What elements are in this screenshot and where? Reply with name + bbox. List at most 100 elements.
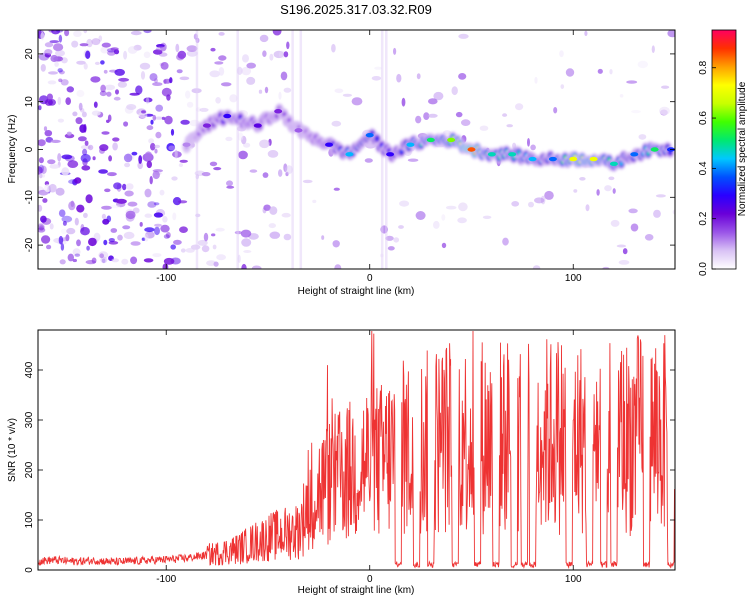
noise-blob	[155, 131, 162, 139]
noise-blob	[138, 112, 148, 119]
noise-blob	[108, 155, 112, 162]
noise-blob	[44, 130, 53, 137]
noise-blob	[280, 71, 288, 81]
noise-blob	[85, 50, 91, 59]
ridge-peak	[253, 123, 262, 128]
noise-blob	[143, 97, 153, 103]
noise-blob	[226, 185, 235, 189]
noise-blob	[427, 113, 438, 118]
ridge-peak	[650, 147, 659, 152]
noise-blob	[262, 50, 267, 57]
y-tick-label: -20	[24, 237, 35, 252]
noise-blob	[106, 119, 110, 124]
noise-blob	[283, 233, 292, 241]
noise-blob	[73, 30, 82, 37]
noise-blob	[121, 258, 129, 265]
noise-blob	[122, 183, 127, 191]
noise-blob	[40, 215, 47, 223]
noise-blob	[145, 97, 150, 105]
noise-blob	[216, 254, 227, 261]
noise-blob	[268, 223, 276, 229]
noise-blob	[511, 201, 520, 207]
noise-blob	[61, 215, 73, 223]
noise-blob	[396, 73, 402, 83]
noise-blob	[101, 213, 106, 220]
noise-blob	[237, 132, 244, 141]
noise-blob	[502, 237, 509, 246]
noise-blob	[263, 204, 271, 211]
noise-blob	[81, 165, 91, 171]
noise-blob	[243, 142, 251, 148]
noise-blob	[553, 107, 558, 114]
noise-blob	[100, 60, 105, 65]
noise-blob	[117, 234, 123, 241]
noise-blob	[75, 117, 83, 125]
noise-blob	[38, 227, 46, 233]
noise-blob	[179, 76, 190, 81]
ridge-peak	[487, 152, 496, 157]
noise-blob	[38, 204, 43, 212]
noise-blob	[80, 227, 90, 236]
noise-blob	[74, 217, 79, 226]
noise-blob	[515, 103, 524, 111]
noise-blob	[39, 173, 43, 179]
noise-blob	[152, 253, 162, 258]
noise-blob	[91, 110, 101, 116]
noise-blob	[83, 212, 88, 218]
noise-blob	[58, 235, 64, 245]
noise-blob	[331, 43, 336, 53]
ridge-peak	[569, 156, 578, 162]
noise-blob	[209, 70, 221, 78]
noise-blob	[285, 165, 293, 175]
noise-blob	[102, 218, 110, 225]
noise-blob	[64, 133, 75, 139]
noise-blob	[149, 176, 153, 185]
noise-blob	[283, 163, 288, 172]
noise-blob	[39, 225, 44, 231]
noise-blob	[99, 144, 109, 152]
ridge-peak	[202, 123, 211, 128]
noise-blob	[331, 120, 342, 127]
noise-blob	[159, 189, 165, 196]
noise-blob	[241, 263, 247, 269]
noise-blob	[628, 208, 638, 214]
noise-blob	[78, 102, 83, 111]
x-tick-label: 100	[565, 574, 582, 585]
noise-blob	[152, 82, 163, 86]
noise-blob	[241, 238, 252, 247]
noise-blob	[147, 201, 157, 208]
noise-blob	[407, 158, 419, 162]
noise-blob	[41, 30, 45, 33]
noise-blob	[62, 220, 67, 226]
streak	[195, 30, 199, 269]
noise-blob	[644, 234, 654, 241]
colorbar-tick-label: 0.4	[698, 161, 709, 175]
noise-blob	[140, 71, 146, 80]
spectrogram-y-ticks: -20 -10 0 10 20	[24, 48, 675, 252]
noise-blob	[94, 61, 100, 65]
noise-blob	[78, 136, 87, 142]
noise-blob	[661, 85, 670, 89]
noise-blob	[61, 57, 68, 64]
noise-blob	[51, 30, 60, 35]
noise-blob	[133, 44, 142, 51]
noise-blob	[332, 240, 340, 248]
noise-blob	[241, 66, 252, 76]
y-tick-label: 100	[24, 511, 35, 528]
noise-blob	[46, 244, 52, 250]
noise-blob	[278, 91, 282, 100]
noise-blob	[115, 89, 119, 95]
figure-title: S196.2025.317.03.32.R09	[280, 2, 432, 17]
noise-blob	[502, 113, 508, 117]
noise-blob	[269, 231, 281, 239]
noise-blob	[61, 167, 70, 176]
noise-blob	[137, 161, 143, 170]
noise-blob	[132, 207, 140, 214]
noise-blob	[154, 223, 162, 227]
noise-blob	[672, 209, 675, 215]
noise-blob	[272, 30, 282, 36]
noise-blob	[58, 34, 63, 43]
x-tick-label: 0	[367, 574, 373, 585]
noise-blob	[387, 246, 395, 251]
noise-blob	[602, 266, 610, 269]
